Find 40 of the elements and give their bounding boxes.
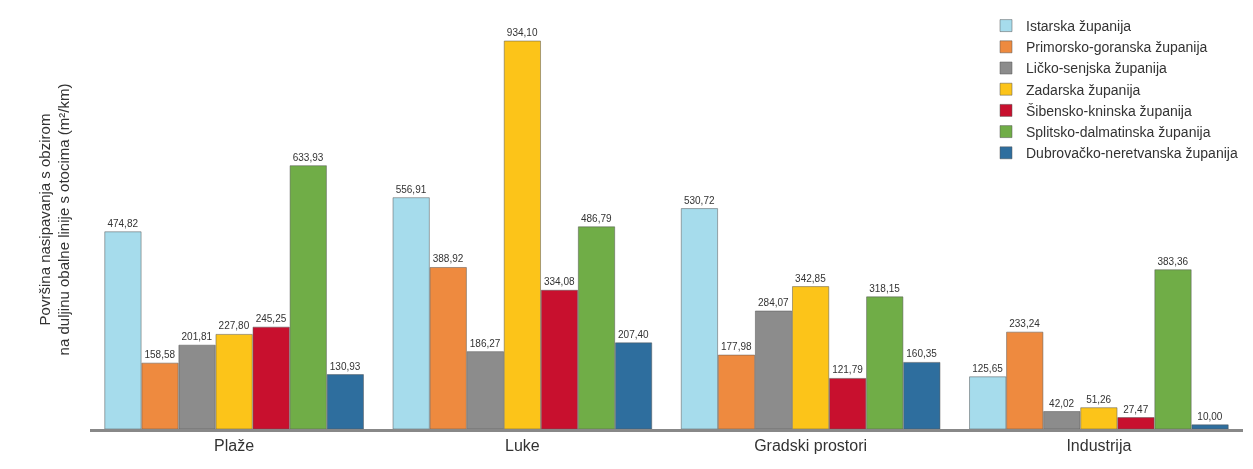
x-tick-label: Luke [505,437,540,455]
data-label: 233,24 [1009,318,1041,330]
data-label: 342,85 [795,272,827,284]
x-tick-label: Industrija [1066,437,1132,455]
data-label: 633,93 [292,151,324,163]
data-label: 177,98 [720,341,753,353]
data-label: 284,07 [758,297,790,309]
data-label: 27,47 [1123,403,1149,415]
data-label: 556,91 [395,183,427,195]
x-tick-label: Gradski prostori [754,437,868,455]
legend-label: Istarska županija [1026,18,1132,35]
data-label: 486,79 [580,212,613,224]
legend-label: Šibensko-kninska županija [1026,102,1192,119]
data-label: 10,00 [1197,410,1223,422]
data-label: 388,92 [432,253,464,265]
data-label: 934,10 [506,27,538,39]
data-label: 530,72 [683,194,715,206]
data-label: 158,58 [144,349,176,361]
data-label: 474,82 [107,217,139,229]
legend-label: Splitsko-dalmatinska županija [1026,124,1211,141]
x-tick-label: Plaže [214,437,255,455]
legend-label: Ličko-senjska županija [1026,60,1168,77]
legend-label: Dubrovačko-neretvanska županija [1026,145,1238,162]
data-label: 318,15 [869,282,901,294]
data-label: 334,08 [543,276,575,288]
data-label: 42,02 [1049,397,1075,409]
data-label: 245,25 [255,313,287,325]
legend-label: Zadarska županija [1026,81,1141,98]
legend-label: Primorsko-goranska županija [1026,39,1208,56]
data-label: 207,40 [618,328,650,340]
data-label: 130,93 [329,360,361,372]
data-label: 51,26 [1086,393,1112,405]
data-label: 227,80 [218,320,250,332]
data-label: 383,36 [1157,255,1189,267]
data-label: 121,79 [832,364,864,376]
data-label: 186,27 [469,337,501,349]
data-label: 125,65 [972,362,1004,374]
data-label: 160,35 [906,348,938,360]
y-axis-title: Površina nasipavanja s obzirom na duljinu obalne linije s otocima (m²/km) [35,83,73,356]
data-label: 201,81 [181,331,213,343]
